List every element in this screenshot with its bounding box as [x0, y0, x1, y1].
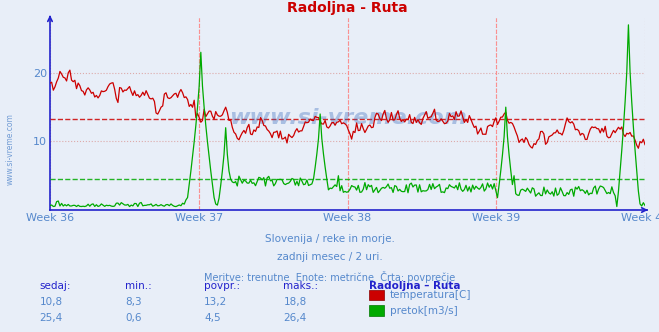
Text: maks.:: maks.:	[283, 281, 318, 290]
Text: zadnji mesec / 2 uri.: zadnji mesec / 2 uri.	[277, 252, 382, 262]
Text: Radoljna – Ruta: Radoljna – Ruta	[369, 281, 461, 290]
Text: www.si-vreme.com: www.si-vreme.com	[5, 114, 14, 185]
Text: min.:: min.:	[125, 281, 152, 290]
Text: 13,2: 13,2	[204, 297, 227, 307]
Text: Slovenija / reke in morje.: Slovenija / reke in morje.	[264, 234, 395, 244]
Text: 10,8: 10,8	[40, 297, 63, 307]
Text: pretok[m3/s]: pretok[m3/s]	[390, 306, 458, 316]
Text: povpr.:: povpr.:	[204, 281, 241, 290]
Text: 25,4: 25,4	[40, 313, 63, 323]
Text: temperatura[C]: temperatura[C]	[390, 290, 472, 300]
Text: Meritve: trenutne  Enote: metrične  Črta: povprečje: Meritve: trenutne Enote: metrične Črta: …	[204, 271, 455, 283]
Text: sedaj:: sedaj:	[40, 281, 71, 290]
Text: 0,6: 0,6	[125, 313, 142, 323]
Title: Radoljna - Ruta: Radoljna - Ruta	[287, 1, 408, 16]
Text: 18,8: 18,8	[283, 297, 306, 307]
Text: 8,3: 8,3	[125, 297, 142, 307]
Text: 26,4: 26,4	[283, 313, 306, 323]
Text: www.si-vreme.com: www.si-vreme.com	[229, 108, 467, 128]
Text: 4,5: 4,5	[204, 313, 221, 323]
